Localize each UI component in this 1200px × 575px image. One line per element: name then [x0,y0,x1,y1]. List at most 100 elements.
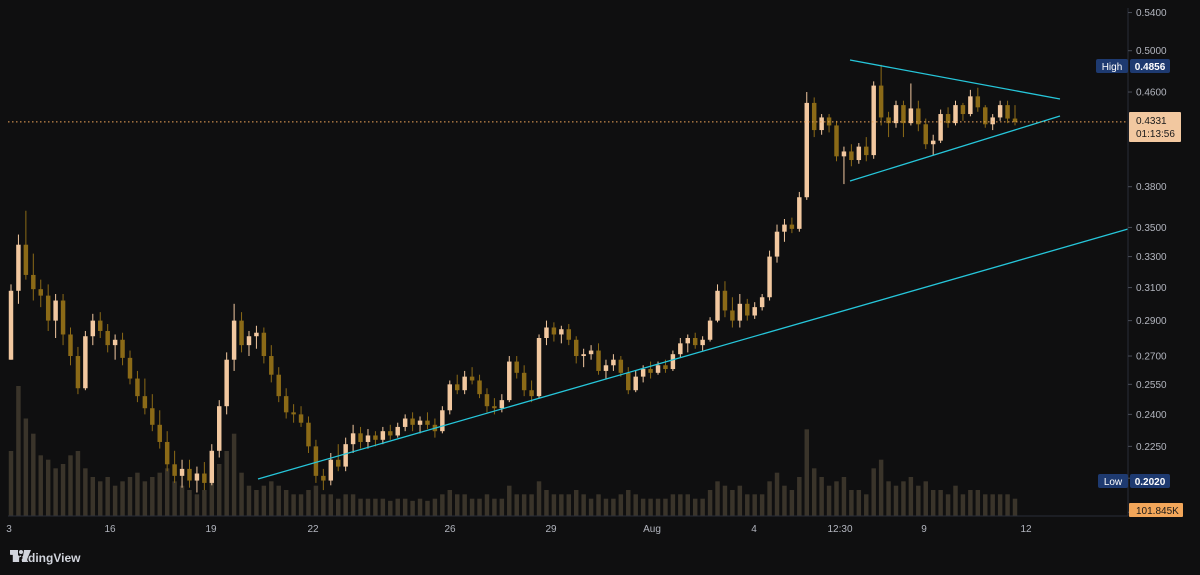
last-price-marker: 0.4331 01:13:56 [1129,112,1181,142]
volume-bar [440,494,445,516]
price-axis-background[interactable] [1128,0,1200,516]
volume-bar [536,481,542,516]
volume-bar [819,477,824,516]
candle-body [150,408,155,425]
volume-bar [112,485,118,516]
candle-body [544,327,549,339]
volume-bar [402,498,408,516]
candle-body [447,384,453,411]
volume-bar [417,498,423,516]
ascending-support-trendline[interactable] [257,228,1129,480]
volume-bar [187,490,192,516]
volume-bar [306,490,311,516]
volume-bar [670,494,676,516]
candle-body [402,418,408,427]
candle-body [60,300,66,335]
candle-body [782,224,787,232]
volume-bar [31,433,36,516]
volume-bar [68,455,73,516]
triangle-lower-trendline[interactable] [849,115,1061,182]
candle-body [864,146,869,156]
time-tick-label: 19 [205,524,217,535]
candle-body [819,117,824,131]
candle-body [365,435,371,442]
bar-countdown: 01:13:56 [1136,129,1175,140]
candle-body [849,151,854,161]
volume-bar [321,494,326,516]
volume-bar [938,490,943,516]
trendline-drawings[interactable] [257,59,1129,480]
candle-body [380,431,386,440]
price-tick-label: 0.5000 [1136,46,1167,57]
volume-bar [45,459,51,516]
time-tick-label: 16 [104,524,116,535]
time-tick-label: 22 [307,524,319,535]
candle-body [38,289,43,296]
candle-body [529,390,534,397]
candle-body [335,459,341,467]
volume-bar [573,490,579,516]
candle-body [745,303,750,316]
volume-bar [566,494,572,516]
candle-body [321,475,326,481]
volume-bar [700,498,705,516]
low-label: Low [1104,477,1123,488]
candle-body [566,329,572,340]
volume-bar [544,490,549,516]
candle-body [142,396,148,409]
time-tick-label: 3 [6,524,12,535]
candle-body [217,406,222,451]
candle-body [737,303,743,321]
volume-bar [811,468,817,516]
candle-body [886,117,891,124]
volume-bar [997,494,1003,516]
candle-body [492,406,497,409]
volume-bar [358,498,363,516]
candle-body [759,297,765,308]
candle-body [261,332,267,357]
volume-bar [930,490,936,516]
volume-bar [179,485,185,516]
volume-bar [484,494,490,516]
tradingview-brand[interactable]: TradingView [10,549,80,567]
volume-bar [224,451,229,516]
volume-bar [447,490,453,516]
time-tick-label: 12 [1020,524,1032,535]
volume-bar [365,498,371,516]
candle-body [484,394,490,407]
volume-bar [975,490,981,516]
candle-body [53,300,58,321]
price-tick-label: 0.2550 [1136,380,1167,391]
volume-bar [968,490,973,516]
candle-body [90,320,96,337]
price-tick-label: 0.2900 [1136,316,1167,327]
volume-bar [425,500,430,516]
volume-bar [759,494,765,516]
volume-bar [469,498,475,516]
time-tick-label: 29 [545,524,557,535]
candle-body [618,359,624,373]
candle-body [521,372,527,391]
volume-bar [715,481,720,516]
candle-body [834,125,839,157]
volume-bar [834,481,839,516]
candle-body [120,339,125,358]
volume-bar [789,490,795,516]
candle-body [313,446,319,476]
volume-bar [663,498,668,516]
candle-body [514,361,519,373]
tradingview-logo-icon [10,550,31,562]
candle-body [678,343,683,355]
candle-body [551,327,557,335]
triangle-upper-trendline[interactable] [849,59,1061,100]
candle-body [715,290,720,321]
candle-body [45,295,51,321]
candle-body [797,197,802,229]
time-axis-ticks[interactable]: 3 16 19 22 26 29 Aug 4 12:30 9 12 [6,524,1032,535]
candle-body [298,414,304,423]
candle-body [127,357,133,379]
candle-body [559,329,564,335]
time-tick-label: 9 [921,524,927,535]
candle-body [573,339,579,357]
